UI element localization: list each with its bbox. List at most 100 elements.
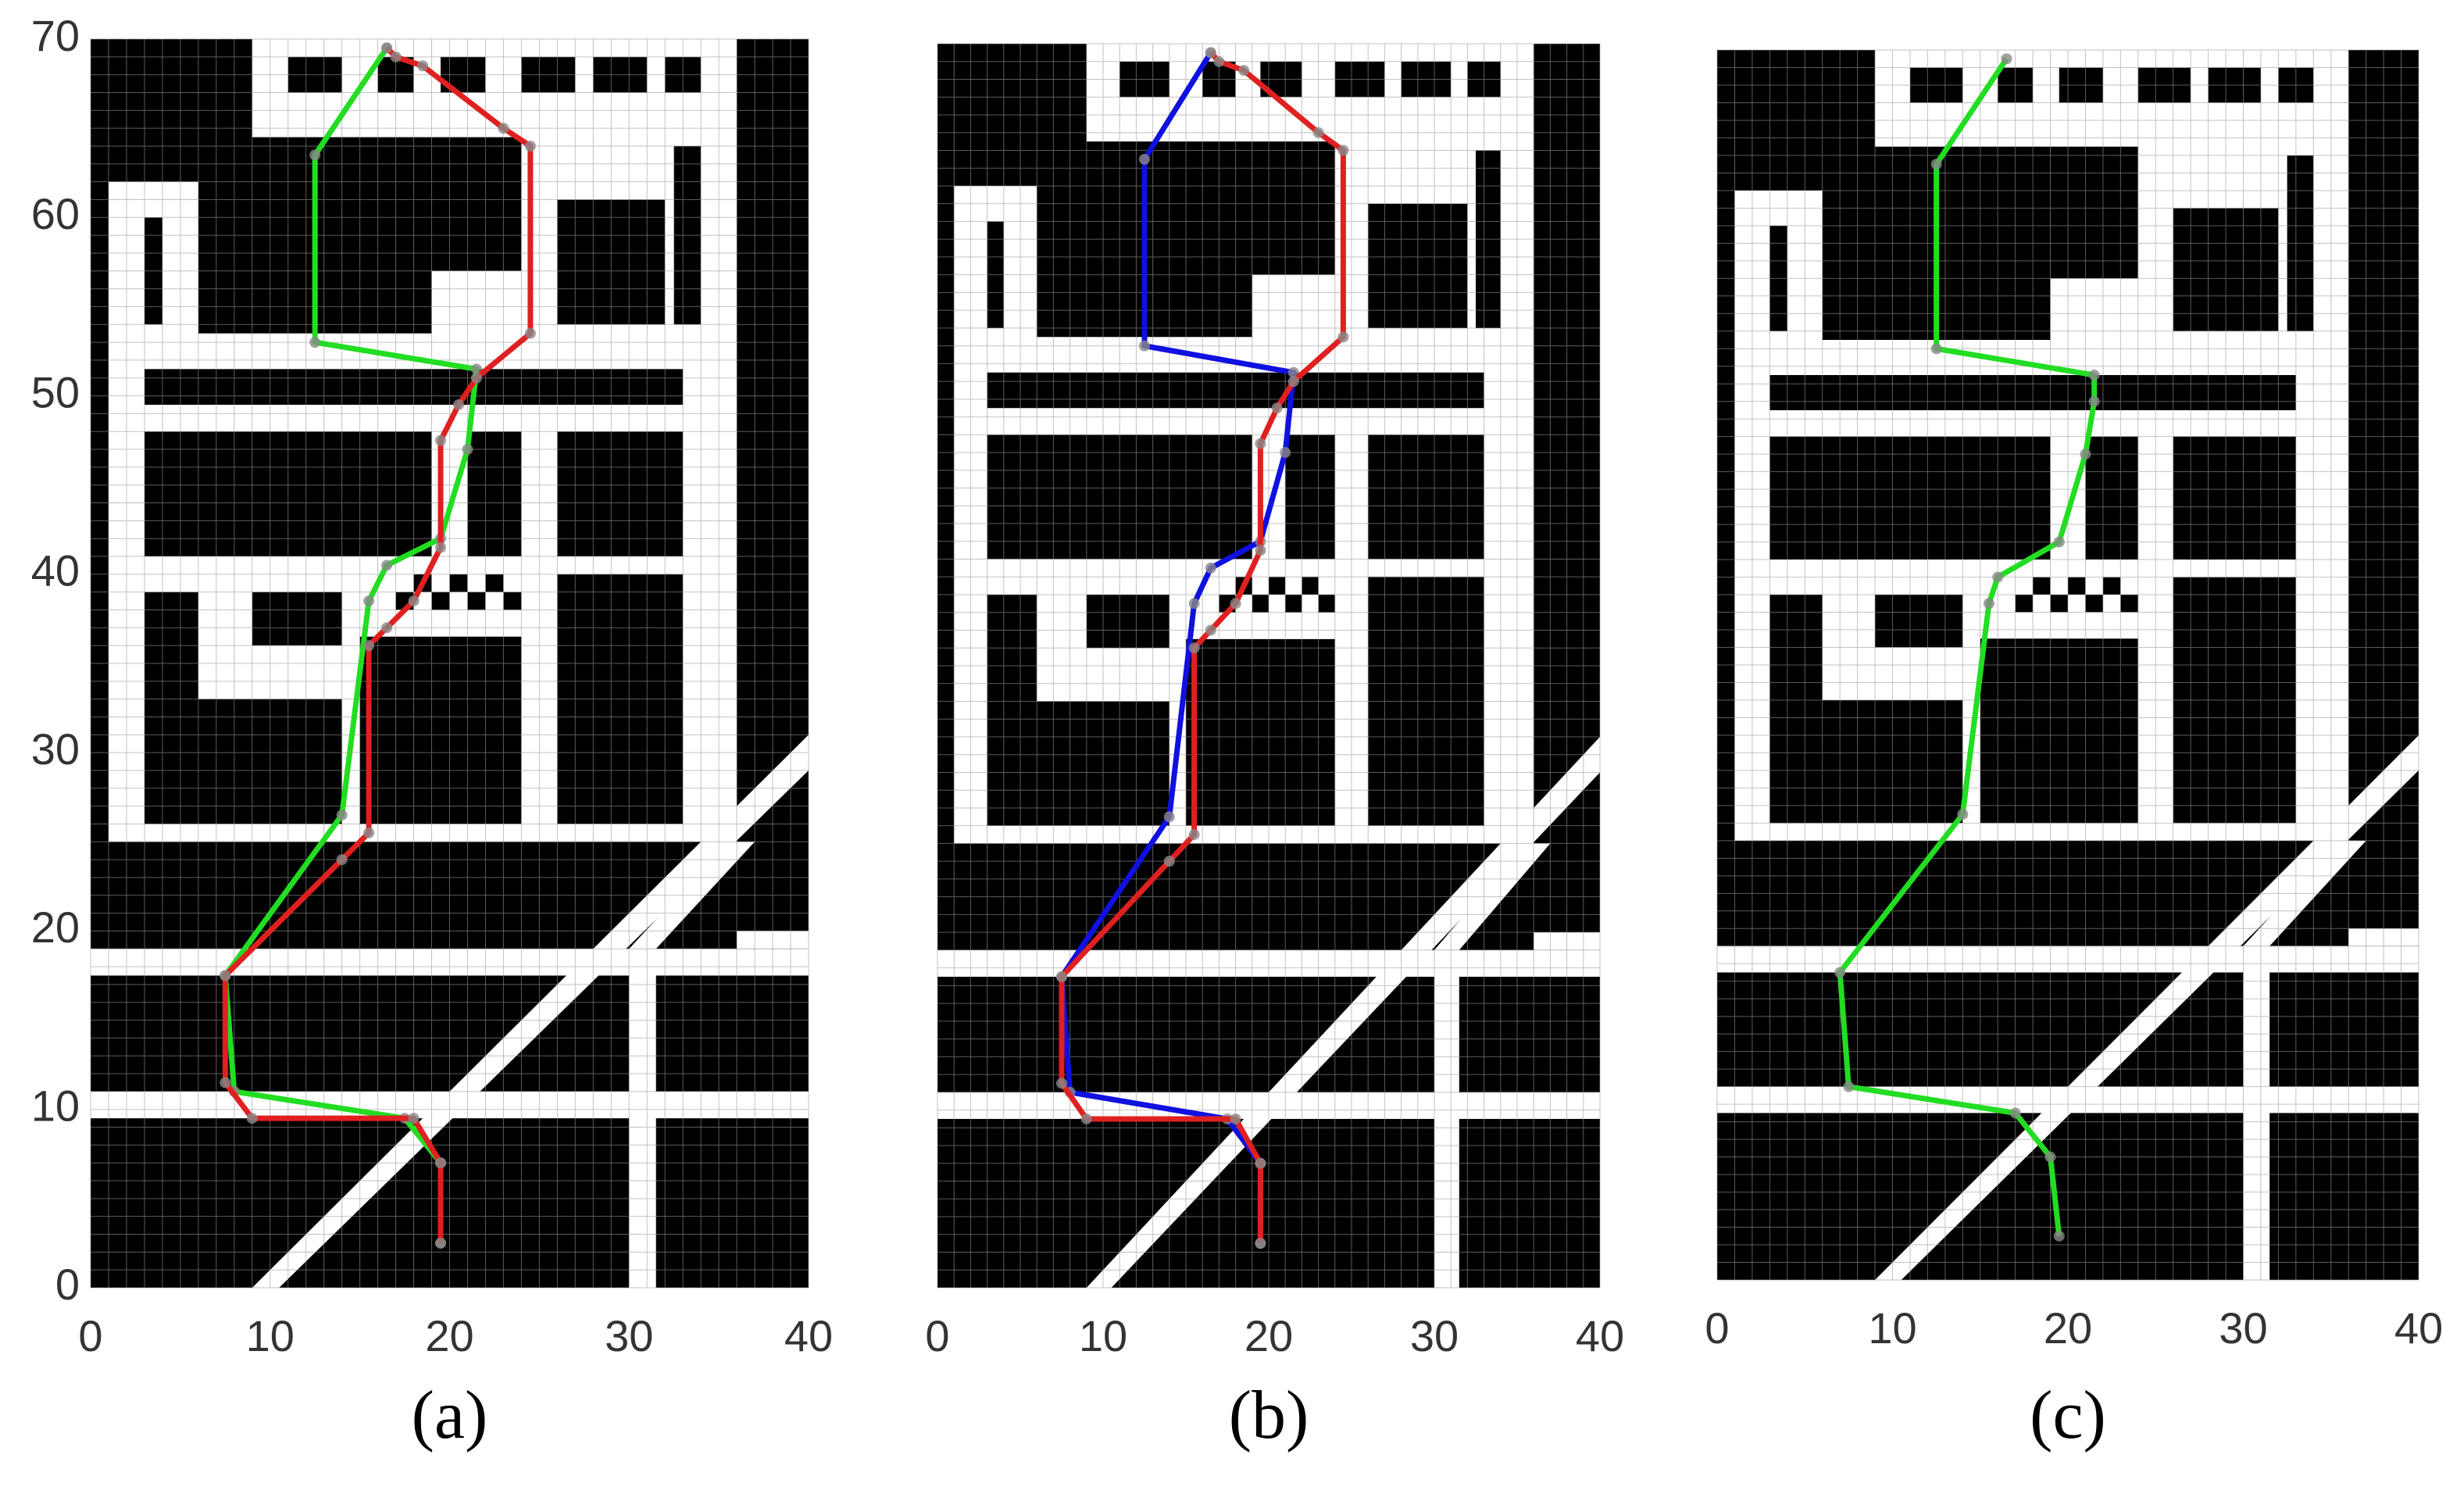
waypoint bbox=[462, 444, 473, 456]
x-tick-label: 0 bbox=[78, 1311, 102, 1360]
obstacle bbox=[1252, 595, 1269, 613]
waypoint bbox=[363, 640, 375, 652]
waypoint bbox=[363, 827, 375, 838]
waypoint bbox=[1983, 598, 1994, 609]
panel: 0 10 20 30 40 (c) bbox=[1705, 49, 2443, 1453]
waypoint bbox=[1205, 47, 1216, 59]
waypoint bbox=[1188, 598, 1200, 609]
waypoint bbox=[1930, 159, 1942, 170]
waypoint bbox=[2009, 1107, 2021, 1119]
x-tick-label: 20 bbox=[1244, 1311, 1293, 1360]
road bbox=[1434, 949, 1459, 1288]
x-tick-label: 20 bbox=[425, 1311, 473, 1360]
waypoint bbox=[1205, 624, 1216, 636]
obstacle bbox=[1086, 595, 1170, 649]
waypoint bbox=[390, 51, 402, 63]
waypoint bbox=[1080, 1113, 1092, 1124]
obstacle bbox=[467, 431, 522, 557]
waypoint bbox=[1337, 145, 1349, 156]
y-tick-label: 60 bbox=[31, 189, 80, 238]
x-tick-label: 40 bbox=[2394, 1303, 2443, 1353]
waypoint bbox=[498, 123, 509, 134]
waypoint bbox=[435, 1237, 447, 1249]
waypoint bbox=[2088, 395, 2100, 407]
waypoint bbox=[381, 559, 393, 571]
road bbox=[2243, 945, 2270, 1280]
waypoint bbox=[1230, 1113, 1241, 1124]
obstacle bbox=[431, 137, 522, 271]
waypoint bbox=[2044, 1151, 2056, 1163]
panel: 0 10 20 30 40 (b) bbox=[925, 43, 1624, 1453]
waypoint bbox=[220, 1077, 231, 1088]
waypoint bbox=[1930, 343, 1942, 355]
y-tick-label: 40 bbox=[31, 546, 80, 595]
x-tick-label: 10 bbox=[1868, 1303, 1916, 1353]
waypoint bbox=[1843, 1081, 1855, 1092]
waypoint bbox=[2053, 536, 2065, 548]
y-tick-label: 30 bbox=[31, 724, 80, 774]
waypoint bbox=[1957, 809, 1969, 820]
obstacle bbox=[2102, 577, 2121, 595]
waypoint bbox=[1834, 967, 1846, 978]
panel-caption: (b) bbox=[1229, 1378, 1309, 1453]
obstacle bbox=[2085, 436, 2138, 560]
waypoint bbox=[1188, 642, 1200, 654]
waypoint bbox=[381, 42, 393, 54]
map-cells bbox=[937, 43, 1601, 1289]
road bbox=[252, 735, 809, 1288]
obstacle bbox=[1252, 141, 1335, 275]
waypoint bbox=[2053, 1230, 2065, 1242]
waypoint bbox=[1255, 438, 1266, 449]
obstacle bbox=[1285, 595, 1302, 613]
waypoint bbox=[336, 854, 348, 866]
obstacle bbox=[1318, 595, 1335, 613]
panel: 0 10 20 30 40 0 10 20 30 40 50 60 70 (a) bbox=[31, 11, 833, 1453]
x-tick-label: 10 bbox=[246, 1311, 295, 1360]
waypoint bbox=[309, 337, 321, 349]
obstacle bbox=[359, 636, 522, 824]
waypoint bbox=[435, 434, 447, 446]
waypoint bbox=[1992, 571, 2004, 583]
panel-caption: (a) bbox=[412, 1378, 488, 1453]
waypoint bbox=[1139, 340, 1150, 352]
x-tick-label: 10 bbox=[1079, 1311, 1127, 1360]
panel-caption: (c) bbox=[2030, 1378, 2106, 1453]
waypoint bbox=[435, 1157, 447, 1169]
obstacle bbox=[431, 592, 450, 610]
waypoint bbox=[2088, 369, 2100, 381]
waypoint bbox=[470, 372, 482, 384]
obstacle bbox=[2173, 436, 2296, 560]
waypoint bbox=[524, 327, 536, 339]
waypoint bbox=[1238, 65, 1250, 77]
waypoint bbox=[2080, 449, 2091, 460]
obstacle bbox=[1875, 595, 1963, 648]
obstacle bbox=[449, 574, 468, 592]
map-cells bbox=[1716, 49, 2419, 1281]
obstacle bbox=[1269, 577, 1286, 595]
waypoint bbox=[1255, 545, 1266, 556]
obstacle bbox=[252, 592, 342, 646]
waypoint bbox=[363, 595, 375, 607]
waypoint bbox=[1287, 376, 1299, 388]
obstacle bbox=[2120, 595, 2138, 613]
waypoint bbox=[220, 970, 231, 981]
y-tick-label: 0 bbox=[55, 1260, 80, 1309]
waypoint bbox=[246, 1113, 258, 1124]
waypoint bbox=[1271, 402, 1283, 414]
obstacle bbox=[485, 574, 504, 592]
x-tick-label: 0 bbox=[1705, 1303, 1729, 1353]
x-tick-label: 20 bbox=[2044, 1303, 2092, 1353]
x-tick-label: 30 bbox=[1410, 1311, 1459, 1360]
obstacle bbox=[1302, 577, 1319, 595]
obstacle bbox=[1285, 434, 1335, 559]
waypoint bbox=[408, 595, 420, 607]
obstacle bbox=[503, 592, 522, 610]
waypoint bbox=[1188, 829, 1200, 841]
obstacle bbox=[2050, 595, 2068, 613]
waypoint bbox=[1163, 856, 1175, 867]
waypoint bbox=[1139, 153, 1150, 165]
waypoint bbox=[1213, 55, 1225, 67]
y-tick-label: 20 bbox=[31, 903, 80, 952]
obstacle bbox=[467, 592, 486, 610]
